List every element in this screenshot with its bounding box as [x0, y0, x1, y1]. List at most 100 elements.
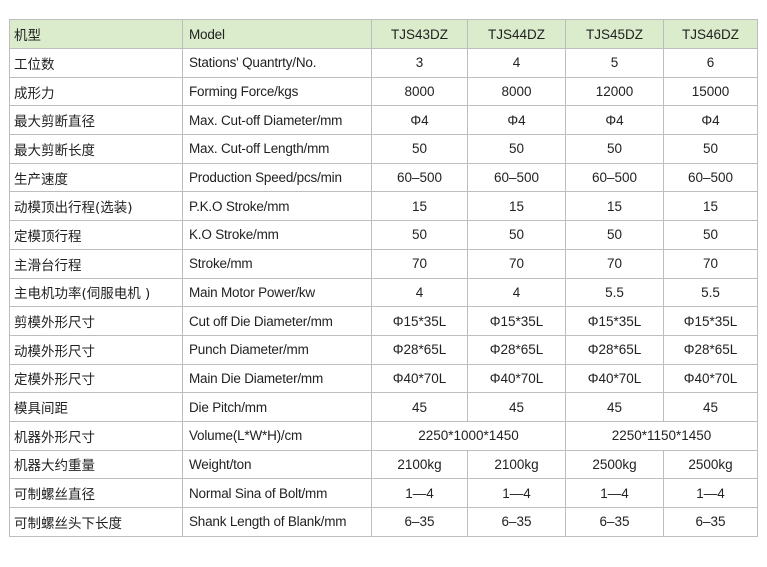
row-label-en: Stations' Quantrty/No. [182, 48, 372, 78]
row-label-en: Max. Cut-off Length/mm [182, 134, 372, 164]
row-label-en: Main Motor Power/kw [182, 277, 372, 308]
value-cell: Φ15*35L [467, 306, 566, 336]
value-cell: 15000 [663, 76, 758, 107]
spec-row: 机器大约重量 Weight/ton 2100kg 2100kg 2500kg 2500kg [9, 449, 758, 480]
header-cn: 机型 [9, 19, 183, 49]
row-label-en: Volume(L*W*H)/cm [182, 420, 372, 451]
value-cell: 5.5 [663, 277, 758, 308]
value-cell: 50 [663, 134, 758, 164]
row-label-en: Production Speed/pcs/min [182, 162, 372, 193]
header-row: 机型 Model TJS43DZ TJS44DZ TJS45DZ TJS46DZ [9, 19, 758, 49]
value-cell: 50 [371, 134, 468, 164]
spec-row: 可制螺丝直径 Normal Sina of Bolt/mm 1—4 1—4 1—4 1—4 [9, 478, 758, 508]
value-cell: 70 [467, 248, 566, 279]
value-cell: 5.5 [565, 277, 664, 308]
model-cell: TJS46DZ [663, 19, 758, 49]
value-cell: 6–35 [565, 507, 664, 537]
value-cell: Φ4 [565, 105, 664, 136]
row-label-cn: 最大剪断直径 [9, 105, 183, 136]
value-cell: 3 [371, 48, 468, 78]
value-cell: 2100kg [371, 449, 468, 480]
row-label-cn: 动模外形尺寸 [9, 334, 183, 365]
value-cell: Φ4 [371, 105, 468, 136]
value-cell: 45 [663, 392, 758, 422]
value-cell: 50 [467, 220, 566, 250]
row-label-cn: 最大剪断长度 [9, 134, 183, 164]
value-cell: Φ40*70L [565, 363, 664, 394]
value-cell: 6 [663, 48, 758, 78]
row-label-cn: 生产速度 [9, 162, 183, 193]
value-cell: 15 [371, 191, 468, 222]
value-cell: 1—4 [467, 478, 566, 508]
spec-row: 剪模外形尺寸 Cut off Die Diameter/mm Φ15*35L Φ15*… [9, 306, 758, 336]
value-cell: 4 [467, 277, 566, 308]
value-cell: 6–35 [663, 507, 758, 537]
row-label-cn: 主电机功率(伺服电机 ) [9, 277, 183, 308]
value-cell: Φ28*65L [565, 334, 664, 365]
value-cell: 60–500 [467, 162, 566, 193]
model-cell: TJS44DZ [467, 19, 566, 49]
value-cell: 60–500 [371, 162, 468, 193]
value-cell: 50 [371, 220, 468, 250]
spec-row: 可制螺丝头下长度 Shank Length of Blank/mm 6–35 6–35… [9, 507, 758, 537]
row-label-cn: 定模顶行程 [9, 220, 183, 250]
row-label-cn: 模具间距 [9, 392, 183, 422]
value-cell: Φ15*35L [371, 306, 468, 336]
spec-table: 机型 Model TJS43DZ TJS44DZ TJS45DZ TJS46DZ… [9, 19, 758, 537]
value-cell: 4 [467, 48, 566, 78]
value-cell-merged: 2250*1000*1450 [371, 420, 566, 451]
row-label-cn: 动模顶出行程(选装) [9, 191, 183, 222]
value-cell: Φ40*70L [467, 363, 566, 394]
value-cell: 60–500 [565, 162, 664, 193]
value-cell: 5 [565, 48, 664, 78]
header-en: Model [182, 19, 372, 49]
row-label-en: Max. Cut-off Diameter/mm [182, 105, 372, 136]
value-cell: 15 [663, 191, 758, 222]
spec-row: 成形力 Forming Force/kgs 8000 8000 12000 15000 [9, 76, 758, 107]
value-cell: 15 [467, 191, 566, 222]
value-cell: Φ28*65L [467, 334, 566, 365]
value-cell: Φ15*35L [663, 306, 758, 336]
value-cell: 1—4 [565, 478, 664, 508]
value-cell: 8000 [371, 76, 468, 107]
value-cell: 6–35 [371, 507, 468, 537]
row-label-cn: 机器外形尺寸 [9, 420, 183, 451]
value-cell: Φ28*65L [663, 334, 758, 365]
value-cell: 60–500 [663, 162, 758, 193]
spec-row: 主滑台行程 Stroke/mm 70 70 70 70 [9, 248, 758, 279]
row-label-en: K.O Stroke/mm [182, 220, 372, 250]
model-cell: TJS43DZ [371, 19, 468, 49]
spec-table-body: 机型 Model TJS43DZ TJS44DZ TJS45DZ TJS46DZ… [9, 19, 758, 537]
spec-row: 工位数 Stations' Quantrty/No. 3 4 5 6 [9, 48, 758, 78]
row-label-en: Stroke/mm [182, 248, 372, 279]
value-cell: Φ40*70L [371, 363, 468, 394]
row-label-en: P.K.O Stroke/mm [182, 191, 372, 222]
spec-row: 模具间距 Die Pitch/mm 45 45 45 45 [9, 392, 758, 422]
row-label-cn: 可制螺丝头下长度 [9, 507, 183, 537]
value-cell: 1—4 [371, 478, 468, 508]
value-cell: 1—4 [663, 478, 758, 508]
spec-row: 最大剪断直径 Max. Cut-off Diameter/mm Φ4 Φ4 Φ4 Φ4 [9, 105, 758, 136]
value-cell: 45 [371, 392, 468, 422]
value-cell: 4 [371, 277, 468, 308]
row-label-cn: 主滑台行程 [9, 248, 183, 279]
value-cell: Φ28*65L [371, 334, 468, 365]
row-label-en: Forming Force/kgs [182, 76, 372, 107]
row-label-en: Die Pitch/mm [182, 392, 372, 422]
spec-row: 动模顶出行程(选装) P.K.O Stroke/mm 15 15 15 15 [9, 191, 758, 222]
value-cell: 6–35 [467, 507, 566, 537]
value-cell: 50 [467, 134, 566, 164]
row-label-cn: 工位数 [9, 48, 183, 78]
value-cell: 50 [663, 220, 758, 250]
row-label-cn: 可制螺丝直径 [9, 478, 183, 508]
spec-row: 机器外形尺寸 Volume(L*W*H)/cm 2250*1000*1450 2250… [9, 420, 758, 451]
value-cell: 45 [467, 392, 566, 422]
row-label-cn: 定模外形尺寸 [9, 363, 183, 394]
value-cell: 50 [565, 220, 664, 250]
value-cell: 70 [663, 248, 758, 279]
value-cell: Φ15*35L [565, 306, 664, 336]
row-label-en: Normal Sina of Bolt/mm [182, 478, 372, 508]
value-cell: Φ4 [663, 105, 758, 136]
row-label-en: Cut off Die Diameter/mm [182, 306, 372, 336]
value-cell: 2100kg [467, 449, 566, 480]
